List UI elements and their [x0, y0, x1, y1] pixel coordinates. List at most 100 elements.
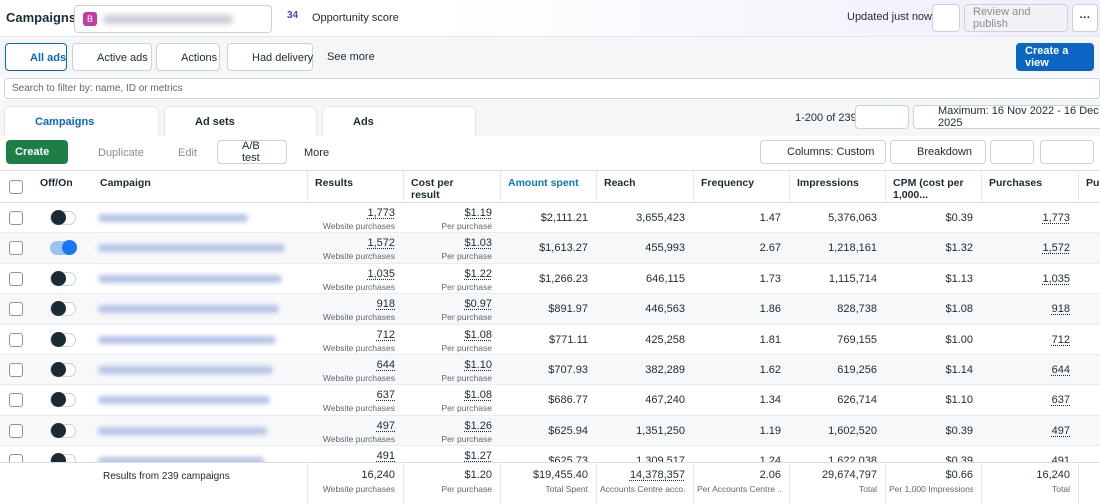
pagination: 1-200 of 239 — [795, 112, 857, 124]
toggle-knob — [51, 210, 66, 225]
edit-button[interactable]: Edit — [178, 147, 197, 159]
create-view-button[interactable]: Create a view — [1016, 43, 1094, 71]
cell-value: $1.13 — [945, 272, 973, 285]
row-checkbox[interactable] — [9, 241, 23, 256]
filter-button[interactable]: Active ads — [72, 43, 152, 71]
header-checkbox[interactable] — [9, 180, 23, 194]
row-checkbox[interactable] — [9, 302, 23, 317]
row-checkbox[interactable] — [9, 393, 23, 408]
footer-note: Total — [1052, 484, 1070, 494]
cell-value: 467,240 — [645, 394, 685, 407]
cell-value: 712 — [376, 328, 395, 341]
cell-value: 1,773 — [367, 207, 395, 219]
footer-value: $0.66 — [945, 469, 973, 481]
filter-button[interactable]: All ads — [5, 43, 67, 71]
filter-button[interactable]: Actions — [156, 43, 220, 71]
cell-value: $707.93 — [548, 364, 588, 376]
cell-value: $1,613.27 — [539, 242, 588, 255]
cell-note: Per purchase — [441, 403, 492, 414]
cell-note: Website purchases — [322, 221, 395, 231]
cell-note: Website purchases — [322, 342, 395, 353]
score-badge: 34 — [287, 10, 299, 21]
more-menu[interactable]: More — [304, 147, 330, 159]
publish-button[interactable]: Review and publish — [964, 4, 1068, 32]
score-label[interactable]: Opportunity score — [312, 12, 399, 24]
column-header[interactable]: Frequency — [701, 177, 755, 189]
columns-button[interactable]: Columns: Custom — [760, 140, 886, 164]
cell-value: 828,738 — [837, 303, 877, 316]
footer-divider — [596, 462, 597, 504]
footer-divider — [789, 462, 790, 504]
column-header[interactable]: Pur (ret — [1086, 177, 1100, 189]
cell-value: $1.32 — [945, 242, 973, 255]
toggle-knob — [51, 331, 66, 347]
footer-note: Total — [859, 484, 877, 494]
duplicate-button[interactable]: Duplicate — [98, 147, 144, 159]
footer-divider — [885, 462, 886, 504]
reports-button[interactable] — [990, 140, 1034, 164]
cell-value: 644 — [1051, 364, 1070, 376]
column-header[interactable]: CPM (cost per 1,000... — [893, 177, 964, 201]
cell-note: Per purchase — [441, 342, 492, 353]
cell-note: Per purchase — [441, 373, 492, 383]
cell-value: $1.22 — [464, 267, 492, 280]
column-header[interactable]: Off/On — [40, 177, 73, 189]
cell-note: Website purchases — [322, 251, 395, 262]
status-text: Updated just now — [847, 11, 932, 23]
cell-note: Per purchase — [441, 281, 492, 292]
cell-value: $1.10 — [945, 394, 973, 407]
export-button[interactable] — [1040, 140, 1094, 164]
cell-value: 3,655,423 — [636, 212, 685, 224]
cell-value: $1.19 — [464, 207, 492, 219]
footer-value: $1.20 — [464, 469, 492, 481]
pager[interactable] — [855, 105, 909, 129]
row-checkbox[interactable] — [9, 332, 23, 347]
column-header[interactable]: Amount spent — [508, 177, 579, 189]
tab[interactable]: Campaigns — [4, 106, 159, 136]
cell-value: 1,572 — [367, 237, 395, 250]
column-header[interactable]: Campaign — [100, 177, 151, 189]
footer-divider — [1078, 462, 1079, 504]
campaign-name-blurred — [98, 457, 264, 466]
cell-note: Per purchase — [441, 221, 492, 231]
column-header[interactable]: Reach — [604, 177, 636, 189]
cell-value: 5,376,063 — [828, 212, 877, 224]
footer-divider — [500, 462, 501, 504]
campaign-table: Off/On Campaign Results Cost per result Amou… — [0, 170, 1100, 504]
cell-value: $0.39 — [945, 424, 973, 437]
footer-row — [0, 462, 1100, 504]
cell-value: 769,155 — [837, 333, 877, 346]
cell-value: 1,035 — [1042, 272, 1070, 285]
account-selector[interactable]: B — [74, 5, 272, 33]
toggle-knob — [62, 240, 77, 256]
row-checkbox[interactable] — [9, 271, 23, 286]
tab[interactable]: Ad sets — [164, 106, 317, 136]
row-checkbox[interactable] — [9, 211, 23, 225]
see-more[interactable]: See more — [327, 51, 375, 63]
breakdown-button[interactable]: Breakdown — [890, 140, 986, 164]
filter-button[interactable]: Had delivery — [227, 43, 313, 71]
cell-value: $1.10 — [464, 359, 492, 371]
cell-value: 425,258 — [645, 333, 685, 346]
cell-value: 712 — [1051, 333, 1070, 346]
footer-note: Per Accounts Centre ... — [697, 484, 781, 494]
column-header[interactable]: Purchases — [989, 177, 1043, 189]
footer-value: 2.06 — [759, 469, 781, 481]
tab[interactable]: Ads — [322, 106, 476, 136]
date-range[interactable]: Maximum: 16 Nov 2022 - 16 Dec 2025 — [913, 105, 1100, 129]
column-header[interactable]: Impressions — [797, 177, 859, 189]
cell-value: 1.34 — [759, 394, 781, 407]
cell-value: 1,572 — [1042, 242, 1070, 255]
refresh-button[interactable] — [932, 4, 960, 32]
cell-value: 1.19 — [759, 424, 781, 437]
more-button[interactable]: ··· — [1072, 4, 1098, 32]
create-button[interactable]: Create — [6, 140, 68, 164]
row-checkbox[interactable] — [9, 363, 23, 377]
column-header[interactable]: Cost per result — [411, 177, 454, 201]
cell-value: $1.03 — [464, 237, 492, 250]
cell-value: $1.27 — [464, 450, 492, 463]
row-checkbox[interactable] — [9, 423, 23, 438]
column-header[interactable]: Results — [315, 177, 353, 189]
ab-test-button[interactable]: A/B test — [217, 140, 287, 164]
